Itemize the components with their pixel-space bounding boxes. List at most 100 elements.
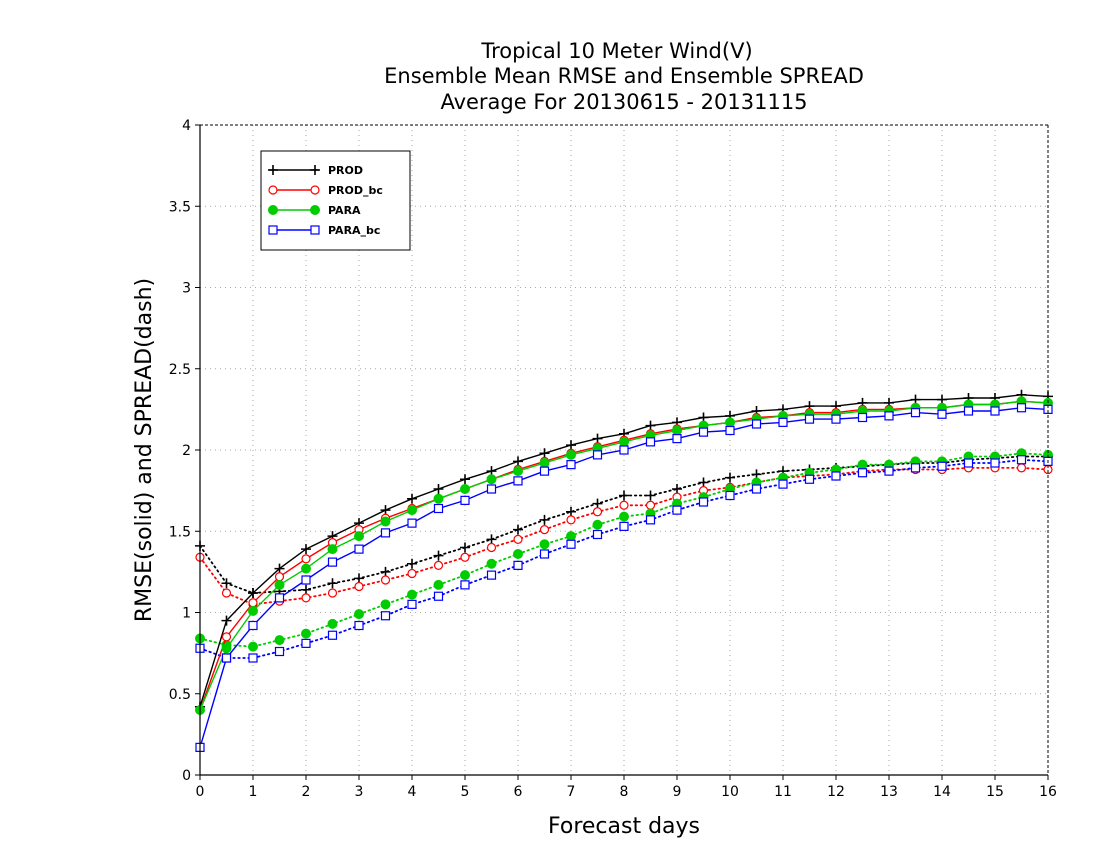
data-point-para-bc-spread xyxy=(804,474,815,484)
data-point-para-bc-spread xyxy=(672,505,682,515)
chart-title-line-1: Tropical 10 Meter Wind(V) xyxy=(480,39,752,63)
data-point-para-rmse xyxy=(248,605,258,616)
data-point-prod-spread xyxy=(645,490,656,501)
x-tick-label: 2 xyxy=(302,784,311,800)
data-point-prod-rmse xyxy=(301,544,311,555)
data-point-para-bc-rmse xyxy=(937,409,947,419)
data-point-para-bc-rmse xyxy=(831,414,841,424)
x-tick-label: 8 xyxy=(620,784,629,800)
data-point-prod-spread xyxy=(486,534,497,545)
data-point-prod-rmse xyxy=(539,448,550,459)
data-point-prod-rmse xyxy=(433,484,444,494)
data-point-para-bc-spread xyxy=(910,463,921,473)
data-point-prod-bc-spread xyxy=(407,568,417,579)
x-tick-label: 6 xyxy=(514,784,523,800)
legend-marker xyxy=(268,205,278,215)
data-point-para-bc-rmse xyxy=(645,437,656,447)
data-point-prod-bc-spread xyxy=(380,575,391,585)
data-point-prod-bc-spread xyxy=(1016,463,1027,473)
data-point-para-spread xyxy=(486,558,497,569)
data-point-prod-spread xyxy=(380,566,391,577)
data-point-prod-bc-rmse xyxy=(248,598,258,608)
x-tick-label: 4 xyxy=(408,784,417,800)
axes xyxy=(195,124,1049,780)
x-tick-label: 1 xyxy=(249,784,258,800)
data-point-para-spread xyxy=(354,609,364,620)
data-point-para-spread xyxy=(407,589,417,600)
series-line-para-bc-spread xyxy=(199,458,1049,659)
data-point-para-rmse xyxy=(433,493,444,504)
x-tick-label: 9 xyxy=(673,784,682,800)
data-point-prod-rmse xyxy=(566,440,576,451)
data-point-para-bc-rmse xyxy=(221,653,232,663)
data-point-para-bc-spread xyxy=(274,646,285,657)
data-point-para-bc-rmse xyxy=(990,406,1000,416)
data-point-para-spread xyxy=(566,531,576,542)
data-point-para-rmse xyxy=(380,516,391,527)
y-tick-label: 2.5 xyxy=(169,362,191,378)
data-point-para-bc-spread xyxy=(301,638,311,648)
data-point-para-bc-rmse xyxy=(910,408,921,418)
data-point-para-bc-rmse xyxy=(725,425,735,436)
data-point-para-bc-rmse xyxy=(274,593,285,603)
data-point-para-bc-spread xyxy=(751,484,762,494)
legend-item-para: PARA xyxy=(268,204,361,217)
y-tick-label: 3.5 xyxy=(169,199,191,215)
data-point-para-bc-rmse xyxy=(804,414,815,424)
y-tick-label: 3 xyxy=(182,281,191,297)
data-point-para-bc-rmse xyxy=(751,419,762,429)
data-point-para-spread xyxy=(460,570,470,581)
data-point-para-bc-spread xyxy=(990,458,1000,468)
x-tick-label: 7 xyxy=(567,784,576,800)
data-point-prod-rmse xyxy=(407,493,417,504)
x-axis-label: Forecast days xyxy=(548,814,700,839)
data-point-para-rmse xyxy=(486,474,497,485)
series-para-rmse xyxy=(195,396,1053,715)
y-tick-label: 1.5 xyxy=(169,524,191,540)
data-point-para-rmse xyxy=(221,643,232,654)
chart-title-line-3: Average For 20130615 - 20131115 xyxy=(440,90,807,114)
data-point-para-bc-rmse xyxy=(698,427,709,437)
data-point-para-spread xyxy=(327,618,338,629)
data-point-prod-spread xyxy=(327,578,338,589)
data-point-para-bc-spread xyxy=(937,461,947,471)
data-point-prod-rmse xyxy=(645,420,656,431)
data-point-prod-spread xyxy=(407,558,417,569)
legend-marker xyxy=(268,225,278,235)
x-tick-label: 16 xyxy=(1039,784,1057,800)
data-point-prod-bc-spread xyxy=(619,500,629,510)
data-point-para-bc-rmse xyxy=(566,460,576,470)
data-point-para-bc-spread xyxy=(327,630,338,640)
data-point-prod-rmse xyxy=(221,615,232,626)
data-point-para-rmse xyxy=(513,466,523,477)
data-point-para-bc-spread xyxy=(380,611,391,621)
data-point-prod-spread xyxy=(460,542,470,553)
data-point-para-bc-spread xyxy=(963,458,974,468)
data-point-para-rmse xyxy=(619,436,629,447)
data-point-para-bc-rmse xyxy=(301,575,311,585)
legend-box xyxy=(260,150,411,251)
data-point-para-bc-rmse xyxy=(857,412,868,423)
legend-marker xyxy=(268,185,278,195)
data-point-para-bc-rmse xyxy=(1016,403,1027,413)
data-point-para-bc-spread xyxy=(857,468,868,478)
data-point-para-spread xyxy=(248,641,258,652)
data-point-para-bc-spread xyxy=(592,529,603,540)
data-point-prod-spread xyxy=(301,584,311,595)
x-tick-label: 11 xyxy=(774,784,792,800)
data-point-para-bc-rmse xyxy=(486,484,497,494)
series-line-para-bc-rmse xyxy=(199,407,1049,748)
data-point-prod-rmse xyxy=(513,456,523,467)
legend-marker xyxy=(310,165,320,175)
data-point-prod-spread xyxy=(566,506,576,517)
legend-marker xyxy=(310,225,320,235)
data-point-para-spread xyxy=(513,549,523,559)
data-point-para-bc-spread xyxy=(248,653,258,663)
legend-item-prod: PROD xyxy=(268,164,363,177)
data-point-para-rmse xyxy=(566,449,576,460)
series-line-para-spread xyxy=(199,452,1049,648)
data-point-prod-bc-spread xyxy=(592,507,603,517)
y-tick-label: 2 xyxy=(182,443,191,459)
legend-label: PROD xyxy=(328,164,363,177)
data-point-para-rmse xyxy=(672,425,682,436)
